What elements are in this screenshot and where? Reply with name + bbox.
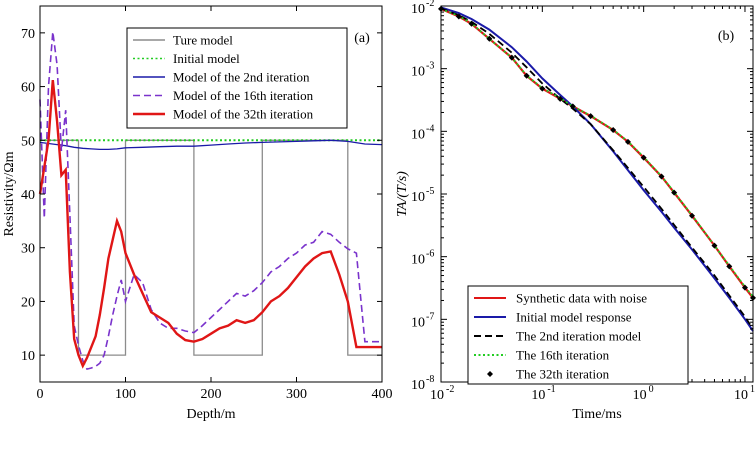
panel-b-y-tick-exponent: -7 [426, 311, 434, 322]
panel-b-series-line-4 [440, 8, 754, 298]
panel-a-y-tick-label: 40 [21, 188, 35, 203]
panel-b-legend-swatch [487, 371, 493, 377]
panel-a-y-axis-label: Resistivity/Ωm [2, 151, 17, 236]
panel-a-x-tick-label: 100 [115, 387, 136, 402]
panel-a-legend-label: Ture model [173, 33, 233, 48]
panel-a-y-tick-label: 50 [21, 134, 35, 149]
panel-b-series-line-2 [440, 6, 754, 332]
panel-b-series [438, 5, 756, 332]
panel-b-marker [455, 13, 462, 20]
panel-b-x-tick-label: 10 [734, 388, 748, 403]
panel-a: 0 100 200 300 400 10 20 30 40 50 60 70 Depth/m Resi… [2, 5, 393, 422]
panel-b-y-tick-label: 10 [411, 253, 425, 268]
panel-b-marker [688, 212, 695, 219]
panel-b-y-tick-exponent: -2 [426, 0, 434, 9]
panel-b-y-tick-label: 10 [411, 127, 425, 142]
panel-b-ticks: 10 -2 10 -1 10 0 10 110 -810 -710 -610 -510 -410 -310… [411, 0, 755, 403]
panel-b-y-tick-label: 10 [411, 378, 425, 393]
panel-b-legend-label: Synthetic data with noise [516, 291, 647, 306]
panel-b-legend-label: The 16th iteration [516, 348, 610, 363]
panel-a-y-tick-label: 60 [21, 81, 35, 96]
panel-b-label: (b) [718, 29, 735, 44]
panel-b-y-tick-label: 10 [411, 315, 425, 330]
panel-b-marker [726, 263, 733, 270]
panel-a-y-tick-label: 10 [21, 349, 35, 364]
panel-b-y-tick-exponent: -8 [426, 374, 434, 385]
panel-b-marker [671, 189, 678, 196]
panel-a-x-axis-label: Depth/m [187, 407, 236, 422]
panel-b-marker [711, 242, 718, 249]
panel-a-label: (a) [354, 31, 370, 46]
panel-a-y-tick-label: 20 [21, 295, 35, 310]
panel-a-series-line-4 [39, 31, 382, 371]
panel-b-y-tick-label: 10 [411, 2, 425, 17]
panel-b-y-tick-exponent: -6 [426, 249, 434, 260]
panel-b-marker [468, 20, 475, 27]
panel-b-y-tick-exponent: -4 [426, 123, 434, 134]
panel-a-series-line-5 [38, 79, 382, 369]
panel-b-marker [508, 54, 515, 61]
panel-b-series-line-1 [440, 7, 754, 299]
panel-a-series [38, 31, 383, 371]
panel-a-legend-label: Model of the 16th iteration [173, 88, 314, 103]
panel-b-y-tick-exponent: -3 [426, 61, 434, 72]
panel-b-legend-label: The 32th iteration [516, 367, 610, 382]
panel-b-y-tick-exponent: -5 [426, 186, 434, 197]
panel-a-legend: Ture model Initial model Model of the 2nd … [126, 27, 348, 129]
panel-b-marker [569, 103, 576, 110]
panel-b-marker [557, 95, 564, 102]
panel-a-series-line-3 [39, 139, 383, 151]
panel-b-legend: Synthetic data with noise Initial model r… [467, 285, 689, 385]
panel-b-marker [539, 85, 546, 92]
panel-b-x-tick-label: 10 [633, 388, 647, 403]
panel-a-x-tick-label: 300 [286, 387, 307, 402]
panel-b-y-axis-label: TA/(T/s) [395, 171, 410, 217]
panel-a-legend-label: Model of the 2nd iteration [173, 70, 310, 85]
panel-b-x-tick-exponent: -2 [446, 384, 454, 395]
panel-b-x-tick-exponent: 1 [750, 384, 755, 395]
panel-a-legend-box [126, 27, 348, 129]
panel-b-x-tick-label: 10 [430, 388, 444, 403]
panel-a-ticks: 0 100 200 300 400 10 20 30 40 50 60 70 [21, 6, 393, 402]
panel-b-marker [624, 138, 631, 145]
panel-a-y-tick-label: 70 [21, 27, 35, 42]
panel-b-x-tick-label: 10 [531, 388, 545, 403]
panel-a-x-tick-label: 0 [37, 387, 44, 402]
panel-a-x-tick-label: 400 [372, 387, 393, 402]
panel-b-x-tick-exponent: 0 [649, 384, 654, 395]
panel-b-legend-box [467, 285, 689, 385]
panel-a-series-line-1 [40, 139, 382, 356]
panel-b-marker [523, 72, 530, 79]
panel-b: 10 -2 10 -1 10 0 10 110 -810 -710 -610 -510 -410 -310… [395, 0, 756, 422]
panel-b-x-axis-label: Time/ms [572, 407, 621, 422]
panel-b-y-tick-label: 10 [411, 65, 425, 80]
panel-a-legend-label: Initial model [173, 51, 240, 66]
panel-a-y-tick-label: 30 [21, 242, 35, 257]
panel-b-marker [610, 127, 617, 134]
panel-b-marker [658, 173, 665, 180]
panel-b-marker [741, 284, 748, 291]
panel-a-legend-label: Model of the 32th iteration [173, 107, 314, 122]
panel-b-marker [587, 113, 594, 120]
panel-b-legend-label: Initial model response [516, 310, 632, 325]
panel-b-series-line-3 [440, 7, 754, 330]
panel-b-y-tick-label: 10 [411, 190, 425, 205]
panel-b-x-tick-exponent: -1 [547, 384, 555, 395]
panel-b-marker [486, 35, 493, 42]
panel-a-x-tick-label: 200 [201, 387, 222, 402]
panel-b-legend-label: The 2nd iteration model [516, 329, 642, 344]
panel-b-marker [640, 154, 647, 161]
